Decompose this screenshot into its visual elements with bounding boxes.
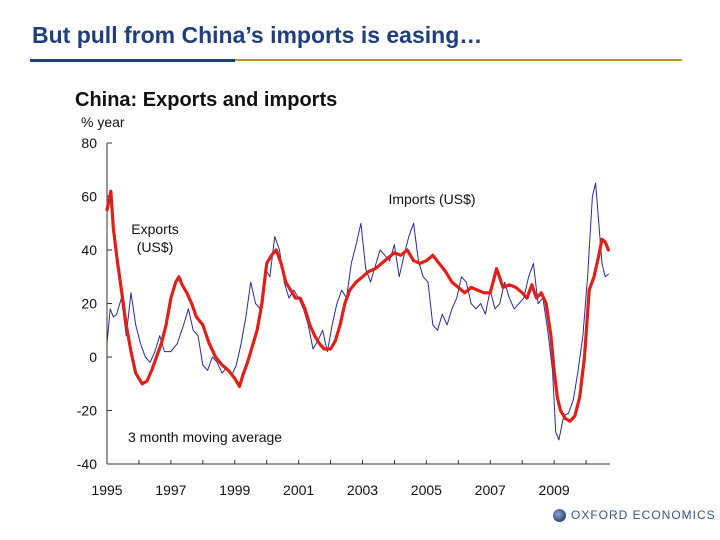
y-tick-label: -20 xyxy=(77,403,97,419)
exports-line xyxy=(105,189,611,423)
slide-title: But pull from China’s imports is easing… xyxy=(32,22,483,48)
x-tick-label: 2009 xyxy=(539,482,570,498)
oxford-economics-logo: OXFORD ECONOMICS xyxy=(553,508,716,522)
y-tick-label: 20 xyxy=(81,296,97,312)
imports-series-label: Imports (US$) xyxy=(388,191,475,207)
y-axis-label: % year xyxy=(81,114,125,130)
exports-series-label: Exports xyxy=(131,221,178,237)
y-tick-label: 60 xyxy=(81,189,97,205)
title-rule-accent xyxy=(30,59,235,62)
y-tick-label: 80 xyxy=(81,135,97,151)
x-tick-label: 1997 xyxy=(155,482,186,498)
y-tick-label: 0 xyxy=(89,349,97,365)
x-tick-label: 2007 xyxy=(475,482,506,498)
x-tick-label: 1999 xyxy=(219,482,250,498)
y-tick-label: -40 xyxy=(77,456,97,472)
chart-title: China: Exports and imports xyxy=(75,89,337,111)
x-tick-label: 2003 xyxy=(347,482,378,498)
globe-icon xyxy=(553,508,566,522)
x-tick-label: 2005 xyxy=(411,482,442,498)
axes: 80 60 40 20 0 -20 -40 1995 1997 1999 2001 2003 2005 2… xyxy=(77,135,610,498)
series-labels: Exports (US$) Imports (US$) xyxy=(131,191,475,255)
exports-series-label: (US$) xyxy=(137,239,174,255)
imports-line xyxy=(106,182,609,441)
y-tick-label: 40 xyxy=(81,242,97,258)
x-tick-label: 1995 xyxy=(91,482,122,498)
series-lines xyxy=(105,182,611,441)
logo-text: OXFORD ECONOMICS xyxy=(571,508,716,522)
chart-annotation: 3 month moving average xyxy=(128,429,282,445)
title-rule xyxy=(30,59,682,61)
x-tick-label: 2001 xyxy=(283,482,314,498)
